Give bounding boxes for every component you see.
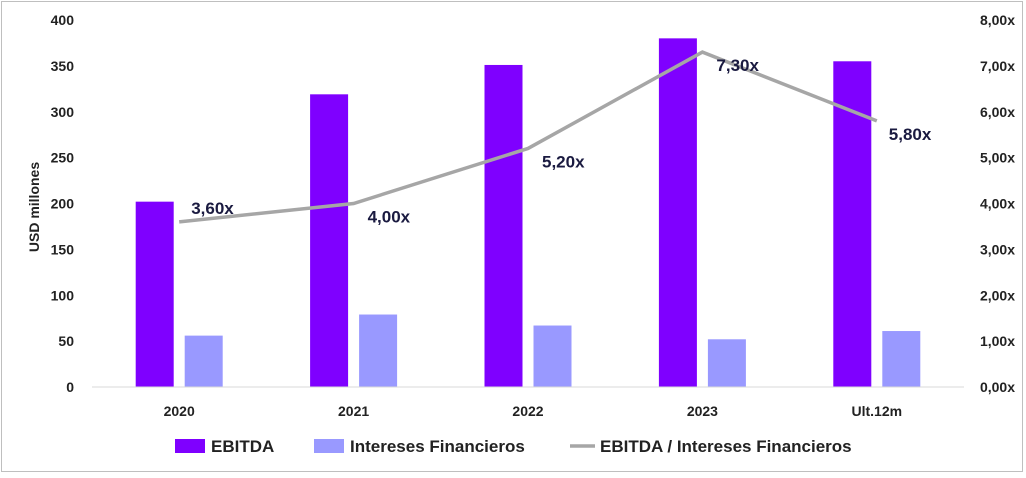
- y2-tick-label: 3,00x: [980, 241, 1015, 257]
- x-category-label: 2023: [687, 403, 718, 419]
- ebitda-bar: [135, 201, 174, 387]
- y-tick-label: 50: [58, 333, 74, 349]
- x-category-label: 2020: [164, 403, 195, 419]
- y2-tick-label: 2,00x: [980, 287, 1015, 303]
- y-tick-label: 400: [51, 12, 75, 28]
- y-tick-label: 300: [51, 104, 75, 120]
- legend: EBITDA Intereses Financieros EBITDA / Inte…: [175, 437, 852, 456]
- x-category-label: 2022: [512, 403, 543, 419]
- category-labels: 2020 2021 2022 2023 Ult.12m: [164, 403, 902, 419]
- y-tick-label: 150: [51, 241, 75, 257]
- legend-swatch: [175, 439, 205, 453]
- bars-group: [135, 38, 921, 387]
- legend-label: EBITDA / Intereses Financieros: [600, 437, 852, 456]
- legend-label: EBITDA: [211, 437, 274, 456]
- y-tick-label: 200: [51, 196, 75, 212]
- y2-tick-label: 0,00x: [980, 379, 1015, 395]
- right-axis-ticks: 0,00x 1,00x 2,00x 3,00x 4,00x 5,00x 6,00x 7,00x…: [980, 12, 1015, 395]
- intereses-bar: [359, 314, 398, 387]
- ebitda-bar: [310, 94, 349, 387]
- y-tick-label: 0: [66, 379, 74, 395]
- y2-tick-label: 5,00x: [980, 150, 1015, 166]
- ratio-data-label: 5,80x: [889, 125, 932, 144]
- y2-tick-label: 6,00x: [980, 104, 1015, 120]
- legend-label: Intereses Financieros: [350, 437, 525, 456]
- y2-tick-label: 4,00x: [980, 196, 1015, 212]
- ebitda-bar: [484, 64, 523, 387]
- ratio-data-label: 3,60x: [191, 199, 234, 218]
- x-category-label: 2021: [338, 403, 369, 419]
- legend-swatch: [314, 439, 344, 453]
- y-tick-label: 100: [51, 287, 75, 303]
- y2-tick-label: 7,00x: [980, 58, 1015, 74]
- intereses-bar: [184, 335, 223, 387]
- ratio-line: [179, 50, 878, 224]
- ratio-line-group: [179, 50, 878, 224]
- y-tick-label: 250: [51, 150, 75, 166]
- data-labels-group: 3,60x 4,00x 5,20x 7,30x 5,80x: [191, 56, 932, 226]
- y-axis-label: USD millones: [26, 162, 42, 252]
- ratio-data-label: 5,20x: [542, 152, 585, 171]
- left-axis-ticks: 0 50 100 150 200 250 300 350 400: [51, 12, 75, 395]
- intereses-bar: [533, 325, 572, 387]
- ebitda-bar: [658, 38, 697, 387]
- y2-tick-label: 8,00x: [980, 12, 1015, 28]
- ratio-data-label: 4,00x: [368, 208, 411, 227]
- intereses-bar: [882, 331, 921, 387]
- ratio-data-label: 7,30x: [716, 56, 759, 75]
- intereses-bar: [707, 339, 746, 387]
- y-tick-label: 350: [51, 58, 75, 74]
- y2-tick-label: 1,00x: [980, 333, 1015, 349]
- x-category-label: Ult.12m: [852, 403, 903, 419]
